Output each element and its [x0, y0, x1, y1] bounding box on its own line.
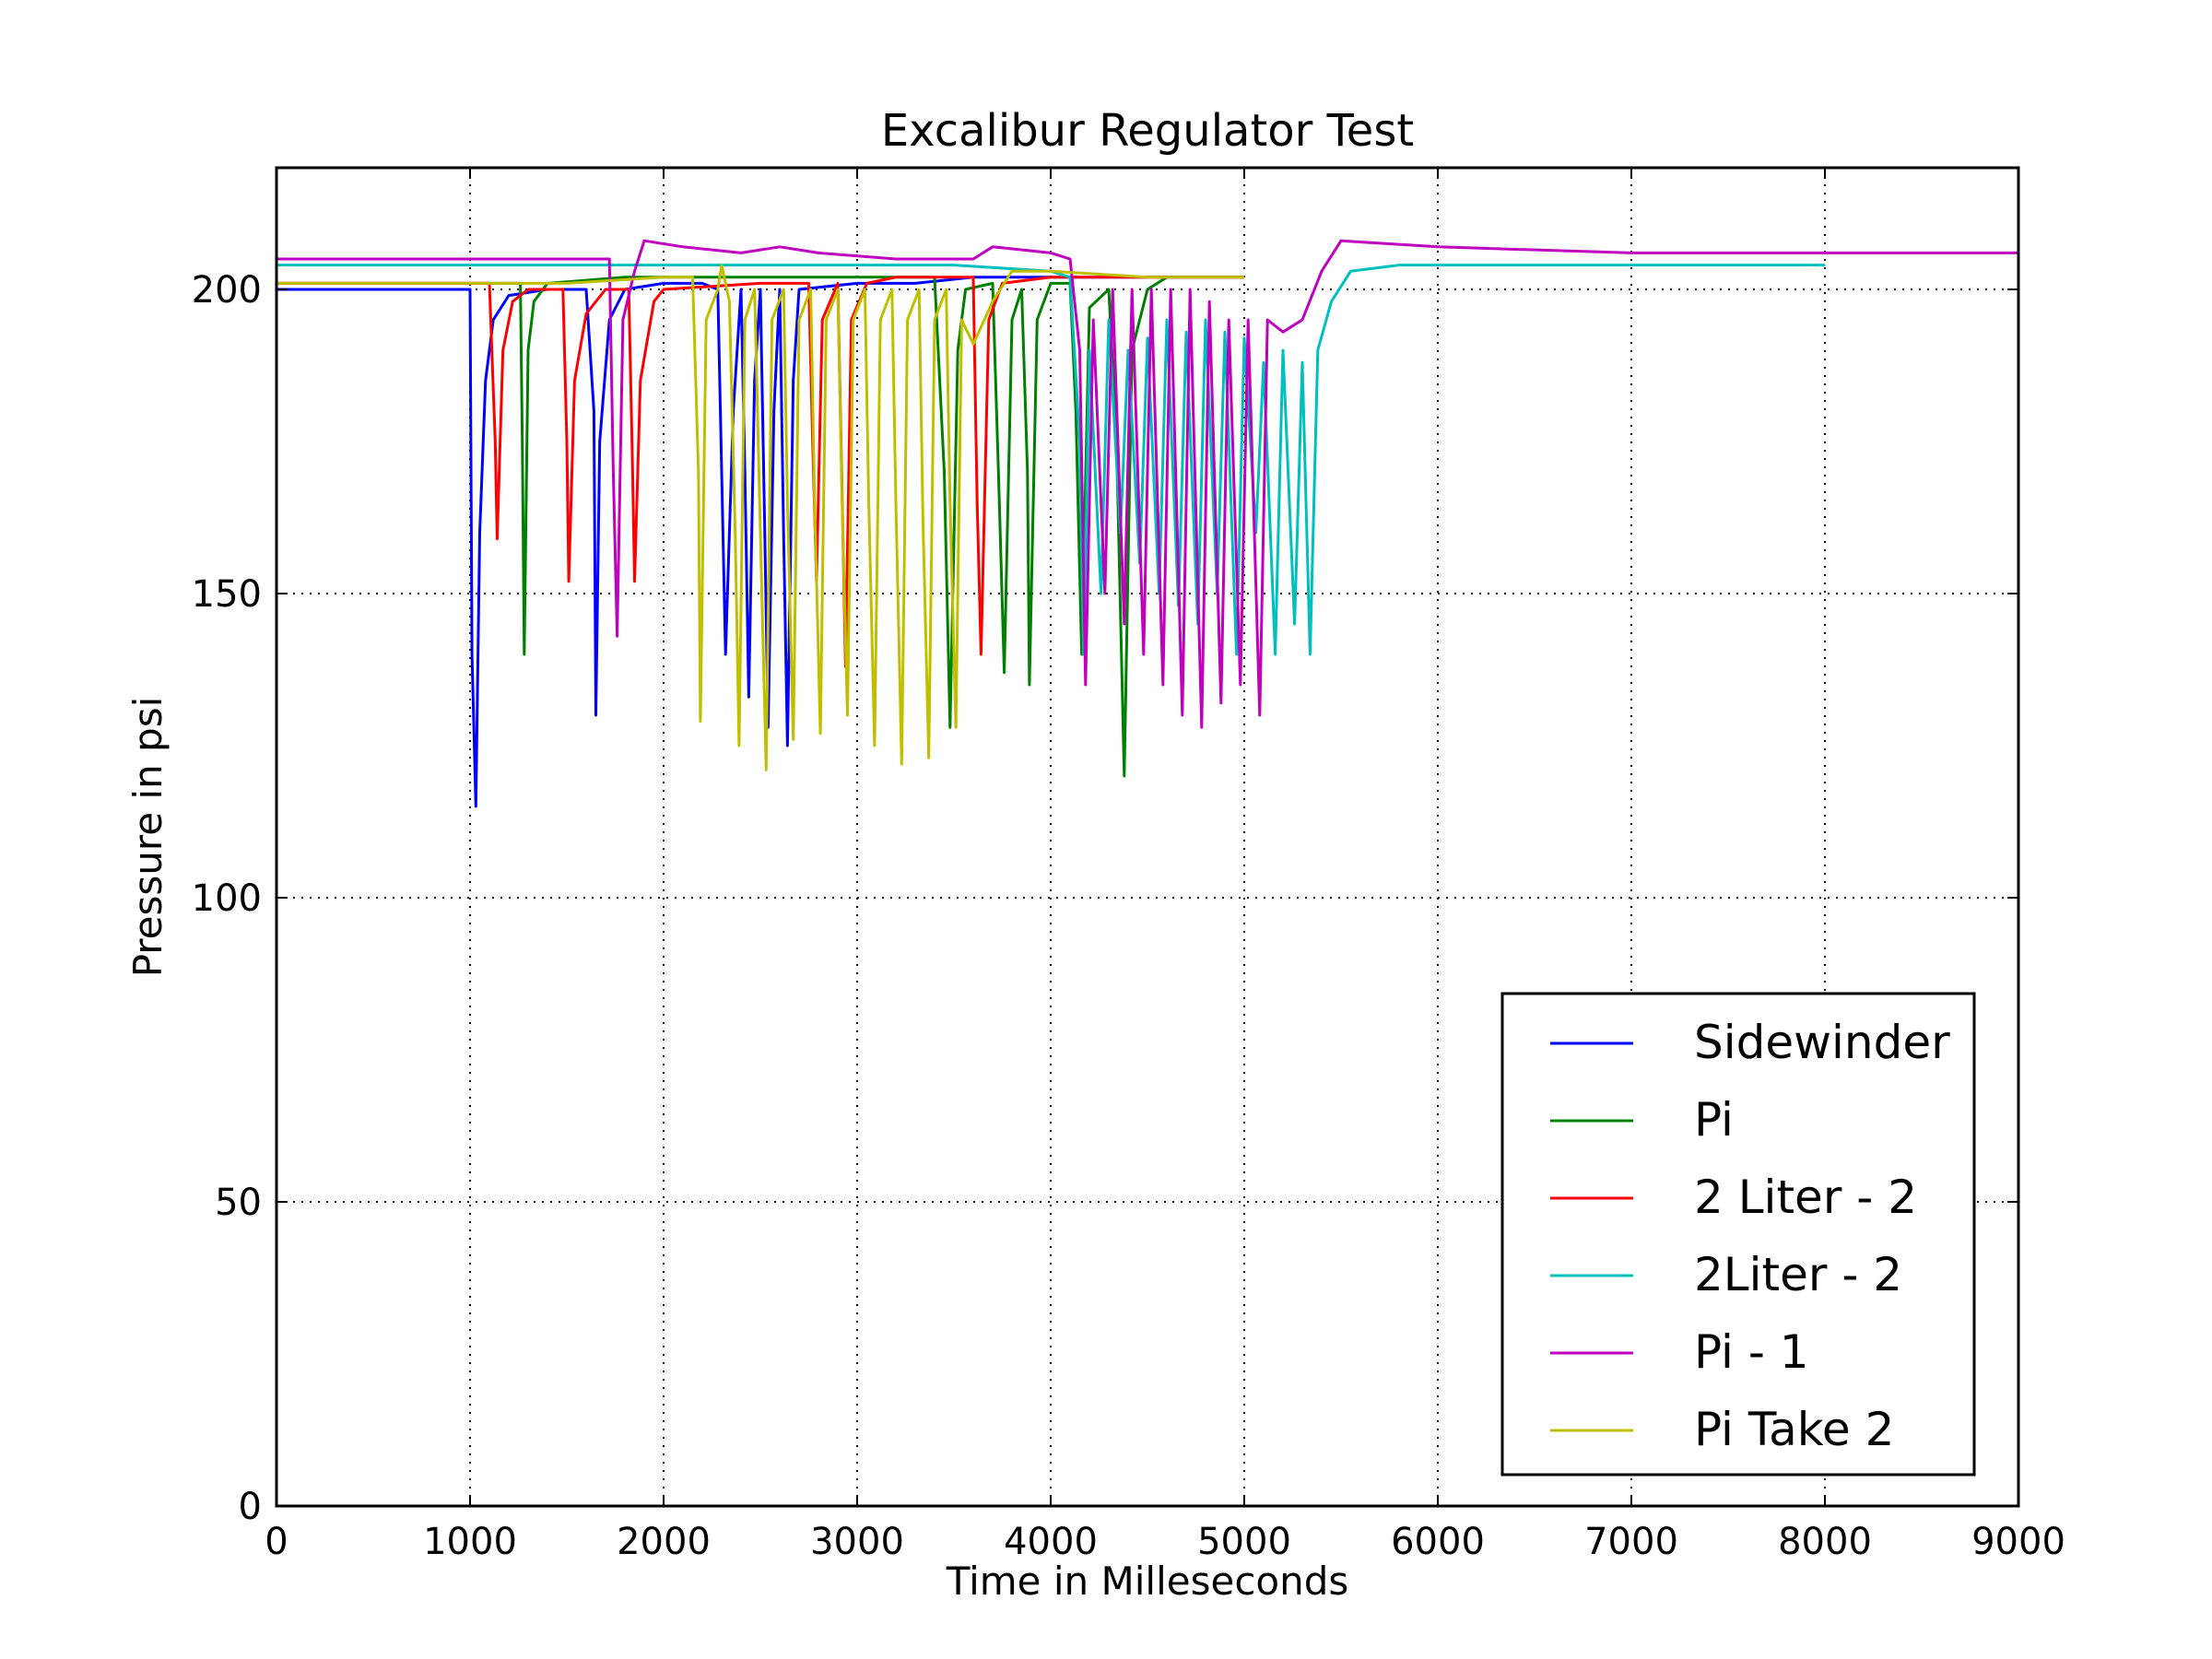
legend-label: 2 Liter - 2: [1694, 1171, 1917, 1224]
series-layer: [276, 239, 2018, 808]
x-tick-label: 4000: [1004, 1521, 1098, 1563]
x-tick-label: 5000: [1197, 1521, 1291, 1563]
x-tick-label: 6000: [1391, 1521, 1485, 1563]
y-tick-label: 200: [192, 269, 262, 312]
plot-frame: [275, 166, 2020, 1508]
series-line-5: [276, 239, 2018, 729]
x-tick-label: 3000: [810, 1521, 904, 1563]
x-tick-label: 7000: [1584, 1521, 1678, 1563]
series-line-3: [276, 276, 1244, 668]
x-tick-label: 9000: [1971, 1521, 2065, 1563]
y-tick-label: 0: [239, 1486, 262, 1528]
legend-label: Sidewinder: [1694, 1016, 1950, 1069]
x-axis-label: Time in Milleseconds: [946, 1559, 1349, 1604]
y-tick-label: 100: [192, 877, 262, 920]
x-tick-label: 0: [265, 1521, 288, 1563]
legend-entries: Sidewinder Pi 2 Liter - 2 2Liter - 2 Pi - 1 P…: [1550, 1016, 1950, 1456]
tick-layer: 0 1000 2000 3000 4000 5000 6000 7000 8000 9000 0 50…: [192, 168, 2065, 1563]
series-line-2: [276, 276, 1244, 778]
x-tick-label: 8000: [1778, 1521, 1872, 1563]
series-line-1: [276, 276, 1244, 808]
y-tick-label: 150: [192, 573, 262, 616]
legend-label: Pi - 1: [1694, 1325, 1809, 1379]
legend-label: 2Liter - 2: [1694, 1248, 1902, 1301]
chart-title: Excalibur Regulator Test: [881, 105, 1414, 157]
legend-label: Pi Take 2: [1694, 1403, 1894, 1456]
y-tick-label: 50: [215, 1182, 262, 1224]
x-tick-label: 1000: [423, 1521, 517, 1563]
legend: Sidewinder Pi 2 Liter - 2 2Liter - 2 Pi - 1 P…: [1500, 992, 1976, 1477]
legend-label: Pi: [1694, 1093, 1734, 1147]
legend-box: [1500, 992, 1976, 1477]
y-axis-label: Pressure in psi: [125, 697, 171, 978]
series-line-6: [276, 264, 1244, 771]
x-tick-label: 2000: [617, 1521, 711, 1563]
